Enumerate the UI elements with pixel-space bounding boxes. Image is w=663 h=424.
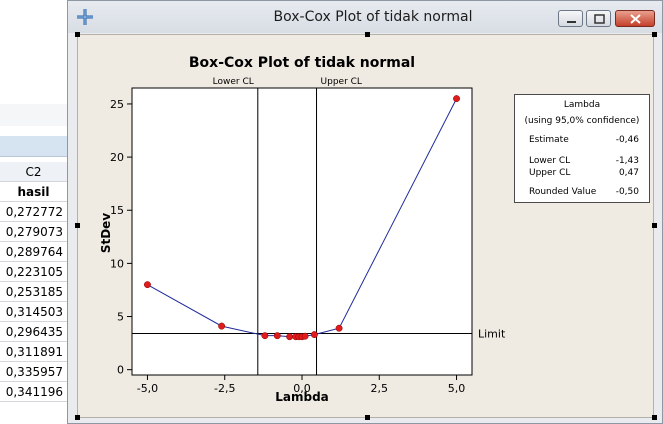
lower-cl-value: -1,43 [615,156,639,166]
chart-title: Box-Cox Plot of tidak normal [189,55,415,71]
x-tick-label: -5,0 [137,382,158,395]
x-tick-label: 5,0 [448,382,466,395]
x-tick-label: -2,5 [214,382,235,395]
close-icon [630,14,641,24]
close-button[interactable] [615,10,655,27]
resize-handle[interactable] [365,415,370,420]
worksheet-toolbar [0,104,70,127]
y-tick-label: 10 [110,257,124,270]
data-point [273,332,281,340]
worksheet-cell[interactable]: 0,272772 [0,202,68,222]
y-tick-label: 15 [110,204,124,217]
resize-handle[interactable] [75,32,80,37]
y-tick-label: 0 [117,364,124,377]
window-title: Box-Cox Plot of tidak normal [273,9,473,25]
upper-cl-label: Upper CL [529,168,571,178]
resize-handle[interactable] [652,223,657,228]
upper-cl-value: 0,47 [618,168,639,178]
worksheet-cell[interactable]: 0,341196 [0,382,68,402]
summary-title: Lambda [563,100,601,110]
box-cox-chart[interactable]: Box-Cox Plot of tidak normal Lower CL Upp… [78,35,655,419]
title-bar[interactable]: Box-Cox Plot of tidak normal [68,1,662,33]
worksheet-cell[interactable]: 0,311891 [0,342,68,362]
column-id[interactable]: C2 [0,162,68,182]
worksheet-cell[interactable]: 0,289764 [0,242,68,262]
worksheet-cell[interactable]: 0,279073 [0,222,68,242]
worksheet-column: C2 hasil 0,272772 0,279073 0,289764 0,22… [0,162,68,402]
limit-label: Limit [478,328,506,341]
minimize-button[interactable] [558,10,583,27]
data-point [335,324,343,332]
resize-handle[interactable] [75,415,80,420]
restore-button[interactable] [586,10,611,27]
lambda-summary-box: Lambda (using 95,0% confidence) Estimate… [514,94,650,203]
data-point [453,95,460,103]
data-point [261,332,269,340]
worksheet-cell[interactable]: 0,314503 [0,302,68,322]
worksheet-cell[interactable]: 0,335957 [0,362,68,382]
worksheet: C2 hasil 0,272772 0,279073 0,289764 0,22… [0,0,70,424]
x-tick-label: 2,5 [371,382,389,395]
rounded-value: -0,50 [615,187,639,197]
lower-cl-label: Lower CL [529,156,571,166]
x-axis-label: Lambda [275,390,329,404]
resize-handle[interactable] [652,32,657,37]
minimize-icon [567,21,576,23]
worksheet-cell[interactable]: 0,296435 [0,322,68,342]
data-point [301,332,309,340]
data-point [310,331,318,339]
x-tick-label: 0,0 [293,382,311,395]
graph-window[interactable]: Box-Cox Plot of tidak normal Box-Cox Plo… [67,0,663,424]
data-point [144,281,151,289]
graph-panel[interactable]: Box-Cox Plot of tidak normal Lower CL Upp… [75,32,657,420]
worksheet-cell[interactable]: 0,253185 [0,282,68,302]
summary-subtitle: (using 95,0% confidence) [524,116,640,126]
y-tick-label: 5 [117,311,124,324]
ci-line-label: Lower CL [213,77,254,87]
data-point [286,333,294,341]
minitab-graph-icon[interactable] [76,8,94,26]
estimate-value: -0,46 [615,135,639,145]
restore-icon [594,14,605,24]
resize-handle[interactable] [652,415,657,420]
worksheet-cell[interactable]: 0,223105 [0,262,68,282]
worksheet-header-strip [0,136,70,157]
resize-handle[interactable] [365,32,370,37]
y-axis-label: StDev [99,213,113,253]
y-tick-label: 20 [110,151,124,164]
data-point [218,322,226,330]
rounded-value-label: Rounded Value [529,187,597,197]
ci-line-label: Upper CL [321,77,362,87]
y-tick-label: 25 [110,98,124,111]
column-name[interactable]: hasil [0,182,68,202]
resize-handle[interactable] [75,223,80,228]
plot-area [131,87,473,376]
estimate-label: Estimate [529,135,569,145]
